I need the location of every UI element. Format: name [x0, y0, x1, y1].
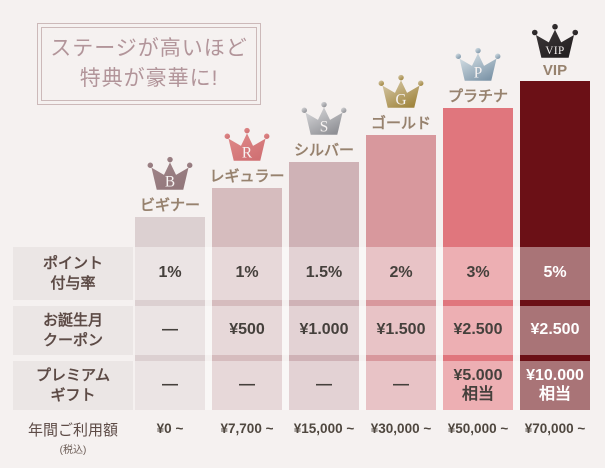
gift-cell-vip: ¥10.000 相当 — [526, 367, 584, 403]
points-cell: 2% — [389, 264, 413, 282]
stage-label-regular: レギュラー — [209, 168, 285, 185]
coupon-cell: ¥1.000 — [299, 321, 349, 339]
row-label-points: ポイント 付与率 — [13, 247, 133, 300]
stage-bar-platinum — [443, 108, 513, 410]
row-label-coupon: お誕生月 クーポン — [13, 306, 133, 355]
banner-line1: ステージが高いほど — [50, 37, 248, 61]
row-band-gift — [135, 361, 590, 410]
gift-cell: — — [393, 376, 409, 394]
crown-letter: R — [242, 145, 253, 162]
annual-spend-cell: ¥50,000 ~ — [447, 421, 509, 437]
annual-spend-label: 年間ご利用額 — [27, 422, 118, 439]
stage-gold: G ゴールド — [356, 74, 446, 133]
crown-letter: G — [395, 92, 406, 109]
stage-bar-vip — [520, 81, 590, 410]
points-cell: 1.5% — [305, 264, 343, 282]
coupon-cell: — — [162, 321, 178, 339]
stage-bar-gold — [366, 135, 436, 410]
stage-platinum: P プラチナ — [433, 47, 523, 106]
gift-cell: — — [162, 376, 178, 394]
stage-label-gold: ゴールド — [370, 115, 431, 132]
row-label-gift: プレミアム ギフト — [13, 361, 133, 410]
tax-included-note: (税込) — [59, 445, 87, 456]
stage-regular: R レギュラー — [202, 127, 292, 186]
annual-spend-cell: ¥30,000 ~ — [370, 421, 432, 437]
row-values-points: 1% 1% 1.5% 2% 3% 5% — [135, 247, 590, 300]
stage-silver: S シルバー — [279, 101, 369, 160]
stage-label-beginner: ビギナー — [139, 197, 200, 214]
row-values-gift: — — — — ¥5.000 相当 ¥10.000 相当 — [135, 361, 590, 410]
stage-bar-silver — [289, 162, 359, 410]
annual-spend-cell: ¥70,000 ~ — [524, 421, 586, 437]
crown-icon-regular: R — [224, 127, 270, 162]
gift-cell: — — [239, 376, 255, 394]
row-values-annual-spend: ¥0 ~ ¥7,700 ~ ¥15,000 ~ ¥30,000 ~ ¥50,00… — [135, 416, 590, 442]
points-cell-vip: 5% — [543, 264, 567, 282]
points-cell: 1% — [158, 264, 182, 282]
crown-icon-vip: VIP — [531, 23, 579, 58]
crown-icon-platinum: P — [455, 47, 501, 82]
stage-bar-regular — [212, 188, 282, 410]
coupon-cell: ¥2.500 — [453, 321, 503, 339]
crown-letter: S — [320, 119, 329, 136]
stage-label-silver: シルバー — [293, 142, 354, 159]
footer-label: 年間ご利用額 (税込) — [13, 419, 133, 456]
stage-beginner: B ビギナー — [125, 156, 215, 215]
crown-icon-beginner: B — [147, 156, 193, 191]
annual-spend-cell: ¥15,000 ~ — [293, 421, 355, 437]
crown-icon-gold: G — [378, 74, 424, 109]
stage-vip: VIP VIP — [510, 23, 600, 79]
stage-label-vip: VIP — [542, 62, 568, 79]
stage-label-platinum: プラチナ — [447, 88, 508, 105]
gift-cell: — — [316, 376, 332, 394]
crown-letter: B — [165, 174, 175, 191]
gift-cell: ¥5.000 相当 — [453, 367, 503, 403]
crown-letter: VIP — [545, 45, 564, 57]
points-cell: 1% — [235, 264, 259, 282]
points-cell: 3% — [466, 264, 490, 282]
row-values-coupon: — ¥500 ¥1.000 ¥1.500 ¥2.500 ¥2.500 — [135, 306, 590, 355]
annual-spend-cell: ¥7,700 ~ — [220, 421, 274, 437]
row-band-coupon — [135, 306, 590, 355]
coupon-cell: ¥1.500 — [376, 321, 426, 339]
crown-letter: P — [474, 65, 483, 82]
annual-spend-cell: ¥0 ~ — [156, 421, 184, 437]
crown-icon-silver: S — [301, 101, 347, 136]
row-band-points — [135, 247, 590, 300]
stage-bar-beginner — [135, 217, 205, 410]
promo-banner-inner: ステージが高いほど 特典が豪華に! — [41, 27, 257, 101]
promo-banner: ステージが高いほど 特典が豪華に! — [37, 23, 261, 105]
coupon-cell-vip: ¥2.500 — [530, 321, 580, 339]
coupon-cell: ¥500 — [229, 321, 265, 339]
banner-line2: 特典が豪華に! — [79, 67, 219, 90]
